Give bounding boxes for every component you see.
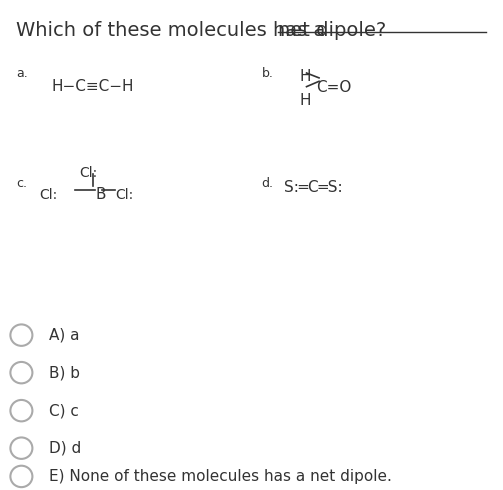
Text: H: H — [299, 69, 310, 84]
Text: S:═C═S:: S:═C═S: — [284, 180, 343, 195]
Text: b.: b. — [262, 67, 273, 80]
Text: c.: c. — [17, 177, 27, 190]
Text: Which of these molecules has a: Which of these molecules has a — [17, 21, 332, 40]
Text: A) a: A) a — [49, 328, 79, 343]
Text: B) b: B) b — [49, 365, 80, 380]
Text: net dipole?: net dipole? — [278, 21, 386, 40]
Text: E) None of these molecules has a net dipole.: E) None of these molecules has a net dip… — [49, 469, 392, 484]
Text: D) d: D) d — [49, 441, 81, 456]
Text: Cl:: Cl: — [116, 188, 134, 202]
Text: a.: a. — [17, 67, 28, 80]
Text: Cl:: Cl: — [39, 188, 57, 202]
Text: Cl:: Cl: — [79, 166, 97, 179]
Text: C=O: C=O — [316, 80, 352, 96]
Text: B: B — [96, 187, 106, 201]
Text: C) c: C) c — [49, 403, 79, 418]
Text: H−C≡C−H: H−C≡C−H — [51, 79, 134, 95]
Text: d.: d. — [262, 177, 274, 190]
Text: H: H — [299, 93, 310, 108]
